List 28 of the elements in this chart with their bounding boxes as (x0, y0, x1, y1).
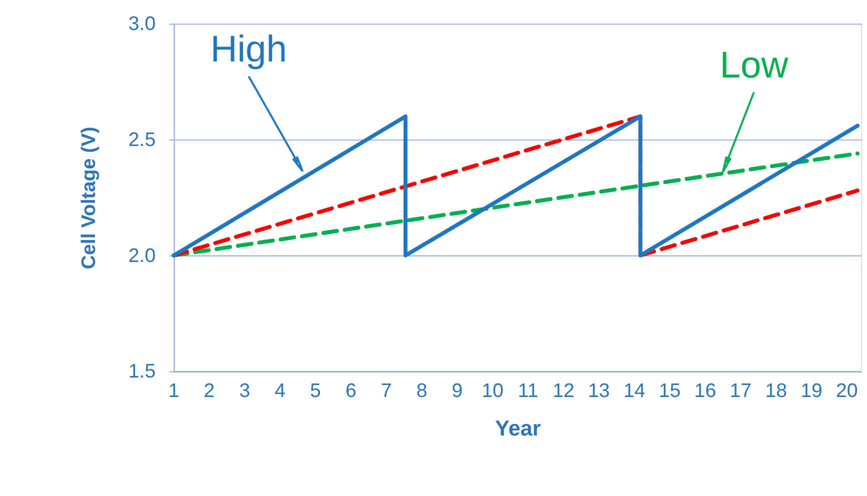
x-tick-label: 6 (345, 380, 356, 402)
x-axis-title: Year (495, 416, 542, 441)
y-tick-label: 1.5 (128, 360, 156, 383)
annotation: Low (720, 43, 790, 86)
x-tick-label: 5 (310, 380, 322, 402)
y-tick-label: 2.5 (128, 128, 156, 151)
y-axis-title: Cell Voltage (V) (78, 126, 100, 270)
x-tick-label: 18 (765, 380, 788, 402)
x-tick-label: 3 (239, 380, 250, 402)
x-tick-label: 14 (623, 380, 646, 402)
x-tick-label: 4 (274, 380, 286, 402)
x-tick-label: 20 (836, 380, 858, 402)
y-tick-label: 3.0 (128, 13, 156, 36)
x-tick-label: 11 (518, 380, 538, 402)
x-tick-label: 1 (168, 380, 180, 402)
x-tick-label: 9 (452, 380, 463, 402)
y-tick-label: 2.0 (128, 244, 156, 267)
x-tick-label: 12 (552, 380, 574, 402)
x-tick-label: 13 (588, 380, 610, 402)
x-tick-label: 7 (380, 380, 392, 402)
x-tick-label: 8 (416, 380, 428, 402)
x-tick-label: 16 (694, 380, 716, 402)
x-tick-label: 2 (204, 380, 215, 402)
x-tick-label: 19 (800, 380, 822, 402)
x-tick-label: 15 (658, 380, 681, 402)
x-tick-label: 17 (730, 380, 752, 402)
x-tick-label: 10 (482, 380, 504, 402)
annotation: High (210, 28, 288, 70)
